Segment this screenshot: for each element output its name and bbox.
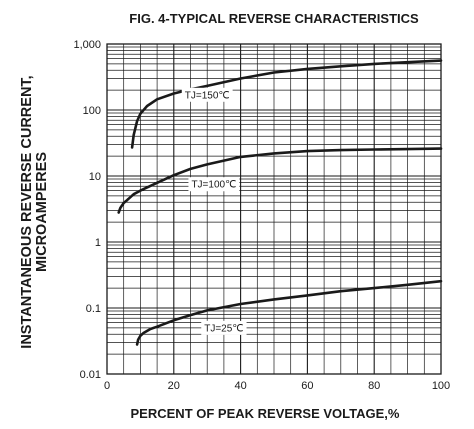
y-tick-label: 1 (95, 237, 101, 249)
y-axis-label-line2: MICROAMPERES (34, 152, 50, 272)
chart-title: FIG. 4-TYPICAL REVERSE CHARACTERISTICS (129, 11, 419, 26)
y-tick-label: 10 (89, 171, 101, 183)
y-axis-label-line1: INSTANTANEOUS REVERSE CURRENT, (19, 75, 35, 348)
series-line-1 (130, 59, 443, 149)
series-line-2 (117, 147, 443, 214)
y-tick-label: 0.01 (80, 369, 101, 381)
x-tick-label: 100 (432, 380, 450, 392)
series-label-background (201, 320, 247, 335)
series-line-3 (135, 279, 443, 346)
plot-frame (106, 43, 442, 375)
plot-grid (106, 43, 442, 375)
series-label-background (188, 177, 240, 192)
x-tick-label: 60 (301, 380, 313, 392)
x-axis-label: PERCENT OF PEAK REVERSE VOLTAGE,% (131, 406, 400, 421)
y-tick-label: 0.1 (86, 303, 101, 315)
series-label-2: TJ=100℃ (191, 180, 236, 191)
x-tick-label: 40 (234, 380, 246, 392)
series-label-background (181, 87, 233, 102)
series-curves (117, 59, 443, 346)
x-tick-label: 80 (368, 380, 380, 392)
y-tick-label: 1,000 (73, 39, 101, 51)
series-labels: TJ=150℃ TJ=100℃ TJ=25℃ (181, 87, 247, 335)
x-tick-label: 0 (104, 380, 110, 392)
y-tick-label: 100 (83, 105, 101, 117)
x-tick-label: 20 (168, 380, 180, 392)
series-label-3: TJ=25℃ (204, 323, 243, 334)
series-label-1: TJ=150℃ (185, 90, 230, 101)
tick-labels: 0 20 40 60 80 100 0.01 0.1 1 10 100 1,000 (73, 39, 450, 392)
y-axis-label: INSTANTANEOUS REVERSE CURRENT, MICROAMPE… (19, 75, 50, 348)
